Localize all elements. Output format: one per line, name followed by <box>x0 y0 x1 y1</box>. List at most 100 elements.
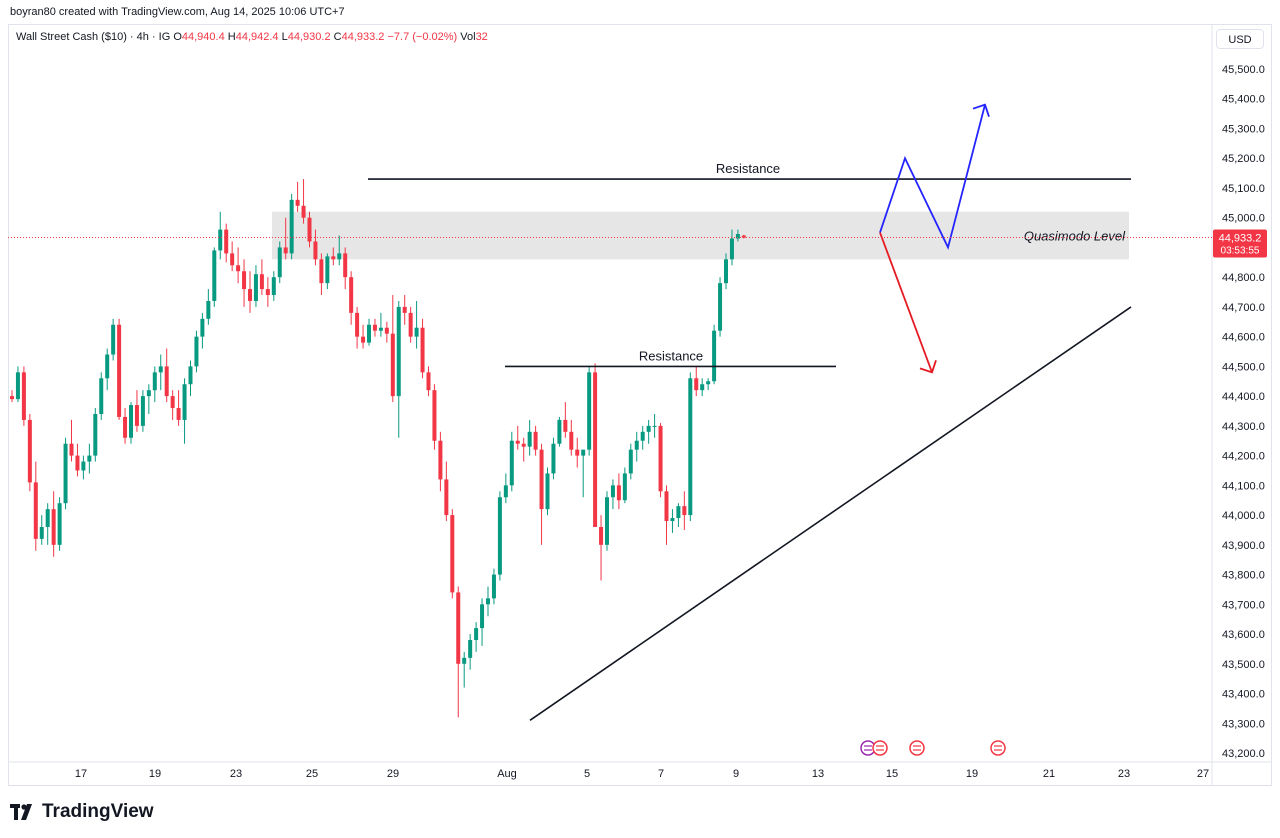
candle-body <box>682 506 687 516</box>
candle <box>414 300 419 349</box>
candle-body <box>39 526 44 539</box>
candle-body <box>200 318 205 337</box>
candle <box>33 461 38 551</box>
candle <box>474 622 479 652</box>
candle <box>587 366 592 456</box>
y-tick-label: 45,200.0 <box>1222 153 1265 165</box>
y-tick-label: 45,100.0 <box>1222 183 1265 195</box>
candle-body <box>87 455 92 462</box>
candle-body <box>563 419 568 432</box>
candle <box>218 211 223 260</box>
candle <box>729 229 734 266</box>
candle <box>575 437 580 468</box>
candle-body <box>123 416 128 438</box>
quasimodo-zone <box>272 211 1129 260</box>
tradingview-brand[interactable]: TradingView <box>10 801 154 823</box>
y-tick-label: 44,400.0 <box>1222 391 1265 403</box>
candle <box>236 247 241 284</box>
candle <box>616 473 621 510</box>
close-value: 44,933.2 <box>341 31 385 43</box>
candle-body <box>426 372 431 391</box>
candle <box>706 378 711 391</box>
candle-body <box>670 518 675 522</box>
y-tick-label: 44,800.0 <box>1222 272 1265 284</box>
candle <box>319 253 324 296</box>
candle <box>521 437 526 462</box>
candle <box>15 366 20 403</box>
close-label: C <box>333 31 342 43</box>
y-tick-label: 43,200.0 <box>1222 748 1265 760</box>
candle-body <box>724 259 728 284</box>
candle-body <box>396 306 401 397</box>
candle-body <box>224 229 229 254</box>
candle-body <box>640 431 645 441</box>
candle-body <box>587 372 592 450</box>
candle-body <box>694 378 699 391</box>
candle <box>307 211 312 248</box>
candle <box>372 318 377 337</box>
candle-body <box>646 425 651 432</box>
candle-body <box>63 443 68 504</box>
economic-event-icon[interactable] <box>909 740 925 756</box>
candle <box>45 503 50 545</box>
candle-body <box>551 443 556 474</box>
candle <box>21 366 26 426</box>
candle <box>593 363 598 527</box>
candle-body <box>218 229 223 251</box>
candle <box>700 378 705 397</box>
candle <box>486 586 490 617</box>
candle <box>164 348 169 403</box>
candle <box>426 366 431 397</box>
candle-body <box>158 366 163 373</box>
candle <box>456 586 461 718</box>
candle <box>658 422 663 498</box>
economic-event-icon[interactable] <box>872 740 888 756</box>
candle <box>640 425 645 450</box>
candle <box>581 449 586 498</box>
candle-body <box>408 312 413 337</box>
economic-event-icon[interactable] <box>990 740 1006 756</box>
candle <box>450 509 455 599</box>
y-tick-label: 45,400.0 <box>1222 94 1265 106</box>
candle <box>140 390 145 432</box>
candle <box>259 259 264 296</box>
symbol-label[interactable]: Wall Street Cash ($10) · 4h · IG <box>16 31 171 43</box>
change-value: −7.7 (−0.02%) <box>387 31 458 43</box>
candle-body <box>729 238 734 260</box>
candle-body <box>152 372 157 391</box>
candle-body <box>81 461 86 471</box>
volume-label: Vol <box>460 31 476 43</box>
candle-body <box>521 443 526 447</box>
candle <box>688 372 693 522</box>
candle <box>634 431 639 462</box>
x-tick-label: 19 <box>149 768 161 780</box>
x-tick-label: 17 <box>75 768 87 780</box>
candle-body <box>75 455 80 471</box>
candle <box>480 598 485 646</box>
ohlc-legend: Wall Street Cash ($10) · 4h · IG O44,940… <box>16 31 488 43</box>
candle-body <box>735 234 740 239</box>
candle <box>402 295 407 325</box>
candle-body <box>676 506 681 519</box>
candle-body <box>343 253 348 278</box>
candle-body <box>741 235 746 238</box>
x-tick-label: 9 <box>733 768 739 780</box>
candle <box>652 413 657 438</box>
candle-body <box>337 253 342 260</box>
candle <box>63 437 68 510</box>
candle-body <box>378 327 383 331</box>
candle-body <box>271 277 276 296</box>
candle <box>724 253 728 290</box>
candle-body <box>664 491 669 522</box>
candle-body <box>176 408 181 420</box>
candle-body <box>450 515 455 593</box>
candle-body <box>491 574 496 599</box>
candle-body <box>331 256 336 260</box>
currency-button[interactable]: USD <box>1216 29 1264 49</box>
candle <box>337 235 342 266</box>
candle <box>694 366 699 397</box>
candle-body <box>575 449 580 456</box>
x-tick-label: 29 <box>387 768 399 780</box>
candle <box>462 651 467 688</box>
